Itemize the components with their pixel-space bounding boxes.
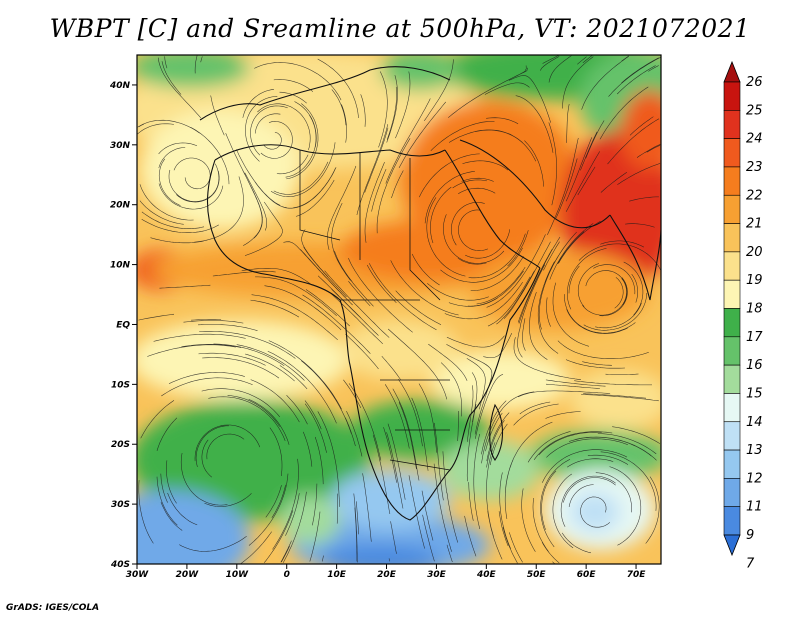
lat-tick-label: 30S bbox=[111, 500, 130, 510]
lat-tick-label: 20N bbox=[110, 201, 131, 211]
colorbar-label: 26 bbox=[746, 75, 763, 90]
colorbar-top-arrow bbox=[723, 60, 741, 83]
colorbar-label: 24 bbox=[746, 132, 763, 147]
colorbar-label: 11 bbox=[746, 500, 763, 515]
lon-tick-label: 0 bbox=[284, 570, 290, 580]
grads-credit: GrADS: IGES/COLA bbox=[6, 603, 100, 613]
colorbar-segment bbox=[723, 110, 741, 139]
colorbar-label: 18 bbox=[746, 302, 763, 317]
colorbar-segment bbox=[723, 336, 741, 366]
colorbar-bottom-arrow bbox=[723, 534, 741, 557]
colorbar-segment bbox=[723, 223, 741, 253]
colorbar-label: 15 bbox=[746, 386, 763, 401]
colorbar-label: 22 bbox=[746, 188, 763, 203]
colorbar-segment bbox=[723, 393, 741, 423]
colorbar-segment bbox=[723, 449, 741, 479]
lon-tick-label: 50E bbox=[527, 570, 547, 580]
lon-tick-label: 40E bbox=[476, 570, 497, 580]
colorbar-label: 14 bbox=[746, 415, 763, 430]
colorbar-label: 16 bbox=[746, 358, 763, 373]
lat-tick-label: 10N bbox=[110, 261, 131, 271]
colorbar-segment bbox=[723, 194, 741, 224]
lat-tick-label: 30N bbox=[110, 141, 131, 151]
colorbar-label: 13 bbox=[746, 443, 763, 458]
colorbar-segment bbox=[723, 279, 741, 309]
streamline-paths bbox=[137, 55, 661, 564]
coastlines bbox=[199, 66, 661, 521]
lon-tick-label: 10W bbox=[226, 570, 250, 580]
colorbar-segment bbox=[723, 478, 741, 507]
lon-tick-label: 70E bbox=[627, 570, 647, 580]
colorbar-label: 9 bbox=[746, 528, 754, 543]
colorbar-label: 20 bbox=[746, 245, 763, 260]
lat-tick-label: EQ bbox=[116, 320, 130, 330]
colorbar-segment bbox=[723, 138, 741, 168]
lon-tick-label: 30E bbox=[427, 570, 447, 580]
colorbar-label: 25 bbox=[746, 103, 763, 118]
colorbar-label: 19 bbox=[746, 273, 763, 288]
colorbar-segment bbox=[723, 364, 741, 394]
map-title: WBPT [C] and Sreamline at 500hPa, VT: 20… bbox=[49, 14, 751, 43]
wbpt-shading bbox=[137, 55, 661, 564]
lat-tick-label: 20S bbox=[111, 440, 130, 450]
colorbar-label: 7 bbox=[746, 556, 755, 571]
map-frame bbox=[136, 54, 662, 565]
colorbar-label: 17 bbox=[746, 330, 763, 345]
colorbar-segment bbox=[723, 166, 741, 196]
colorbar-label: 21 bbox=[746, 217, 763, 232]
lon-tick-label: 60E bbox=[577, 570, 597, 580]
colorbar-segment bbox=[723, 251, 741, 281]
lat-tick-label: 10S bbox=[111, 380, 130, 390]
lon-tick-label: 30W bbox=[126, 570, 150, 580]
colorbar: 26 25 24 23 22 21 20 19 18 17 16 15 14 13 12 11 9 7 bbox=[723, 60, 763, 571]
colorbar-segment bbox=[723, 308, 741, 338]
lon-tick-label: 20E bbox=[377, 570, 397, 580]
lat-tick-label: 40S bbox=[110, 560, 130, 570]
colorbar-label: 23 bbox=[746, 160, 763, 175]
colorbar-segment bbox=[723, 506, 741, 536]
streamlines bbox=[137, 55, 661, 564]
lon-tick-label: 10E bbox=[327, 570, 347, 580]
lat-tick-label: 40N bbox=[109, 81, 131, 91]
lon-tick-label: 20W bbox=[176, 570, 200, 580]
colorbar-segment bbox=[723, 81, 741, 111]
colorbar-label: 12 bbox=[746, 471, 763, 486]
colorbar-segment bbox=[723, 421, 741, 451]
